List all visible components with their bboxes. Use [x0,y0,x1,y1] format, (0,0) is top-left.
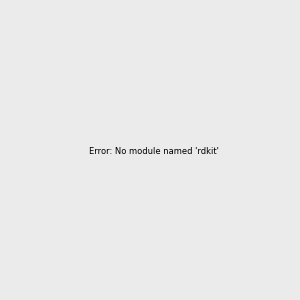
Text: Error: No module named 'rdkit': Error: No module named 'rdkit' [89,147,219,156]
